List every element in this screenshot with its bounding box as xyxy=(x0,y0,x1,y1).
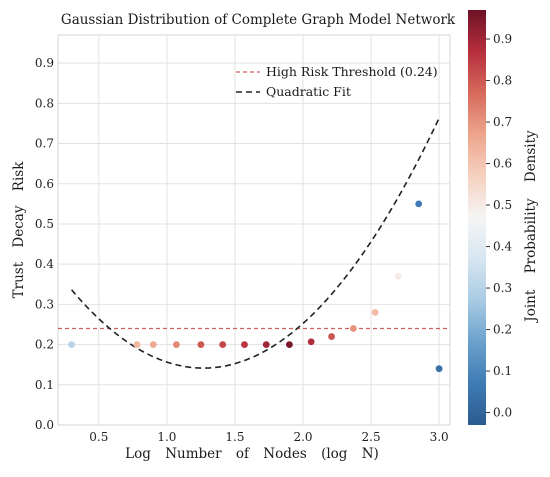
colorbar-tick-label: 0.9 xyxy=(493,32,512,46)
legend: High Risk Threshold (0.24) Quadratic Fit xyxy=(236,64,438,99)
data-point xyxy=(285,341,293,348)
y-axis-ticks: 0.0 0.1 0.2 0.3 0.4 0.5 0.6 0.7 0.8 0.9 xyxy=(35,56,54,432)
y-tick-label: 0.1 xyxy=(35,378,54,392)
data-point xyxy=(307,338,315,346)
colorbar-tick-label: 0.3 xyxy=(493,281,512,295)
data-point xyxy=(349,325,357,332)
y-tick-label: 0.3 xyxy=(35,297,54,311)
data-point xyxy=(371,309,379,316)
data-point xyxy=(415,200,423,208)
y-tick-label: 0.7 xyxy=(35,137,54,151)
y-tick-label: 0.5 xyxy=(35,217,54,231)
x-tick-label: 1.0 xyxy=(157,430,176,444)
data-point xyxy=(262,341,270,348)
colorbar-tick-label: 0.8 xyxy=(493,74,512,88)
colorbar-tick-label: 0.5 xyxy=(493,198,512,212)
colorbar-tick-label: 0.0 xyxy=(493,406,512,420)
x-tick-label: 3.0 xyxy=(430,430,449,444)
y-tick-label: 0.0 xyxy=(35,418,54,432)
data-point xyxy=(241,341,248,348)
legend-fit-label: Quadratic Fit xyxy=(266,84,351,99)
chart-title: Gaussian Distribution of Complete Graph … xyxy=(61,12,456,28)
data-point xyxy=(197,341,205,348)
plot-area xyxy=(57,34,451,426)
y-tick-label: 0.8 xyxy=(35,96,54,110)
scatter-points xyxy=(68,200,443,373)
colorbar xyxy=(468,10,486,425)
colorbar-tick-label: 0.4 xyxy=(493,240,512,254)
data-point xyxy=(149,341,157,348)
colorbar-tick-label: 0.1 xyxy=(493,364,512,378)
x-axis-label: Log Number of Nodes (log N) xyxy=(125,446,379,462)
x-tick-label: 0.5 xyxy=(89,430,108,444)
data-point xyxy=(219,341,227,348)
colorbar-tick-label: 0.6 xyxy=(493,157,512,171)
data-point xyxy=(328,333,335,340)
data-point xyxy=(173,341,180,348)
data-point xyxy=(133,341,141,348)
colorbar-tick-label: 0.7 xyxy=(493,115,512,129)
x-tick-label: 2.0 xyxy=(293,430,312,444)
x-tick-label: 1.5 xyxy=(225,430,244,444)
colorbar-label: Joint Probability Density xyxy=(523,130,539,324)
grid xyxy=(58,35,450,426)
quadratic-fit-line xyxy=(71,117,440,369)
x-tick-label: 2.5 xyxy=(362,430,381,444)
data-point xyxy=(435,365,443,373)
x-axis-ticks: 0.5 1.0 1.5 2.0 2.5 3.0 xyxy=(89,430,448,444)
y-tick-label: 0.9 xyxy=(35,56,54,70)
y-axis-label: Trust Decay Risk xyxy=(11,161,27,299)
colorbar-tick-label: 0.2 xyxy=(493,323,512,337)
data-point xyxy=(68,341,76,348)
y-tick-label: 0.2 xyxy=(35,338,54,352)
y-tick-label: 0.6 xyxy=(35,177,54,191)
data-point xyxy=(394,272,402,280)
colorbar-ticks: 0.0 0.1 0.2 0.3 0.4 0.5 0.6 0.7 0.8 0.9 xyxy=(486,32,512,420)
legend-threshold-label: High Risk Threshold (0.24) xyxy=(266,64,438,79)
y-tick-label: 0.4 xyxy=(35,257,54,271)
